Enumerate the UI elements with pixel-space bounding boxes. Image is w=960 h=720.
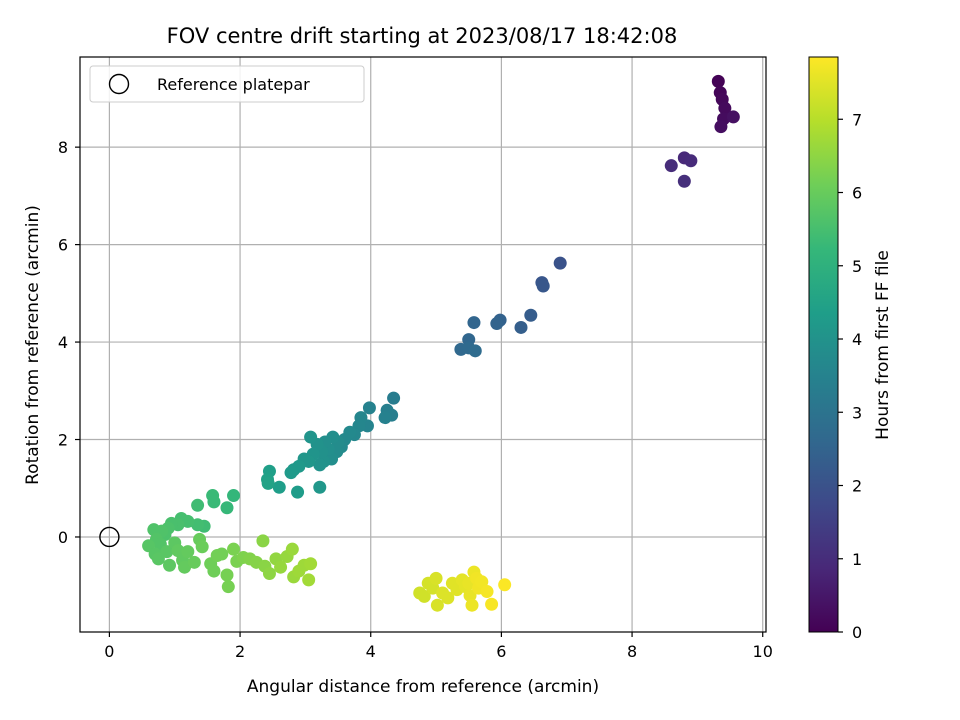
data-point [475,575,489,589]
data-point [468,344,482,358]
reference-marker-layer [99,526,120,548]
data-point [262,567,276,581]
data-point [151,552,165,566]
chart-title: FOV centre drift starting at 2023/08/17 … [167,24,678,48]
colorbar-tick-label: 4 [852,330,862,349]
data-point [711,74,725,88]
data-point [387,391,401,405]
data-point [191,498,205,512]
data-point [430,598,444,612]
y-tick-label: 4 [58,333,68,352]
data-point [181,545,195,559]
x-tick-label: 2 [235,642,245,661]
colorbar-tick-label: 1 [852,550,862,569]
x-axis-label: Angular distance from reference (arcmin) [247,677,599,697]
data-point [664,159,678,173]
data-point [362,401,376,415]
data-point [514,320,528,334]
data-point [207,564,221,578]
data-point [274,560,288,574]
grid-lines [80,57,766,632]
legend: Reference platepar [89,65,365,103]
data-point [227,489,241,503]
data-point [207,495,221,509]
data-point [302,573,316,587]
data-point [485,597,499,611]
data-point [160,545,174,559]
data-point [285,542,299,556]
data-point [220,568,234,582]
data-point [465,598,479,612]
colorbar: 0 1 2 3 4 5 6 7 Hours from first FF file [808,56,893,642]
data-point [498,578,512,592]
data-point [463,588,477,602]
plot-frame [79,56,767,633]
data-point [684,154,698,168]
data-point [191,518,205,532]
legend-label-reference: Reference platepar [157,75,310,94]
data-point [272,480,286,494]
legend-marker-reference [108,73,130,95]
y-axis-label: Rotation from reference (arcmin) [23,205,43,485]
data-point [524,308,538,322]
data-point [718,101,732,115]
data-point [221,580,235,594]
reference-platepar-marker [99,526,120,548]
x-tick-label: 0 [104,642,114,661]
data-point [677,174,691,188]
data-point [467,316,481,330]
x-tick-label: 6 [496,642,506,661]
colorbar-gradient [808,56,839,633]
y-tick-label: 8 [58,138,68,157]
data-point [726,110,740,124]
data-point [187,555,201,569]
data-point [227,542,241,556]
data-point [417,589,431,603]
data-point [171,544,185,558]
colorbar-tick-label: 6 [852,184,862,203]
data-point [536,279,550,293]
data-point [284,466,298,480]
data-point [291,485,305,499]
colorbar-ticks: 0 1 2 3 4 5 6 7 [838,110,862,642]
data-point [553,256,567,270]
data-point [178,560,192,574]
data-point [313,458,327,472]
x-tick-label: 10 [753,642,773,661]
data-point [163,558,177,572]
x-tick-label: 8 [627,642,637,661]
legend-box [89,65,365,103]
data-point [480,585,494,599]
data-point [714,120,728,134]
data-point [378,411,392,425]
data-point [304,430,318,444]
colorbar-label: Hours from first FF file [873,250,893,440]
x-tick-label: 4 [366,642,376,661]
data-point [490,317,504,331]
data-points [142,74,740,612]
data-point [304,557,318,571]
data-point [195,540,209,554]
data-point [441,591,455,605]
data-point [313,480,327,494]
colorbar-tick-label: 5 [852,257,862,276]
data-point [256,534,270,548]
data-point [220,501,234,515]
data-point [429,571,443,585]
x-axis-ticks: 0 2 4 6 8 10 [104,632,773,661]
data-point [215,547,229,561]
colorbar-tick-label: 7 [852,110,862,129]
data-point [147,523,161,537]
data-point [261,476,275,490]
y-tick-label: 6 [58,236,68,255]
colorbar-tick-label: 3 [852,403,862,422]
colorbar-tick-label: 0 [852,623,862,642]
y-tick-label: 0 [58,528,68,547]
colorbar-tick-label: 2 [852,477,862,496]
y-axis-ticks: 0 2 4 6 8 [58,138,80,547]
y-tick-label: 2 [58,431,68,450]
